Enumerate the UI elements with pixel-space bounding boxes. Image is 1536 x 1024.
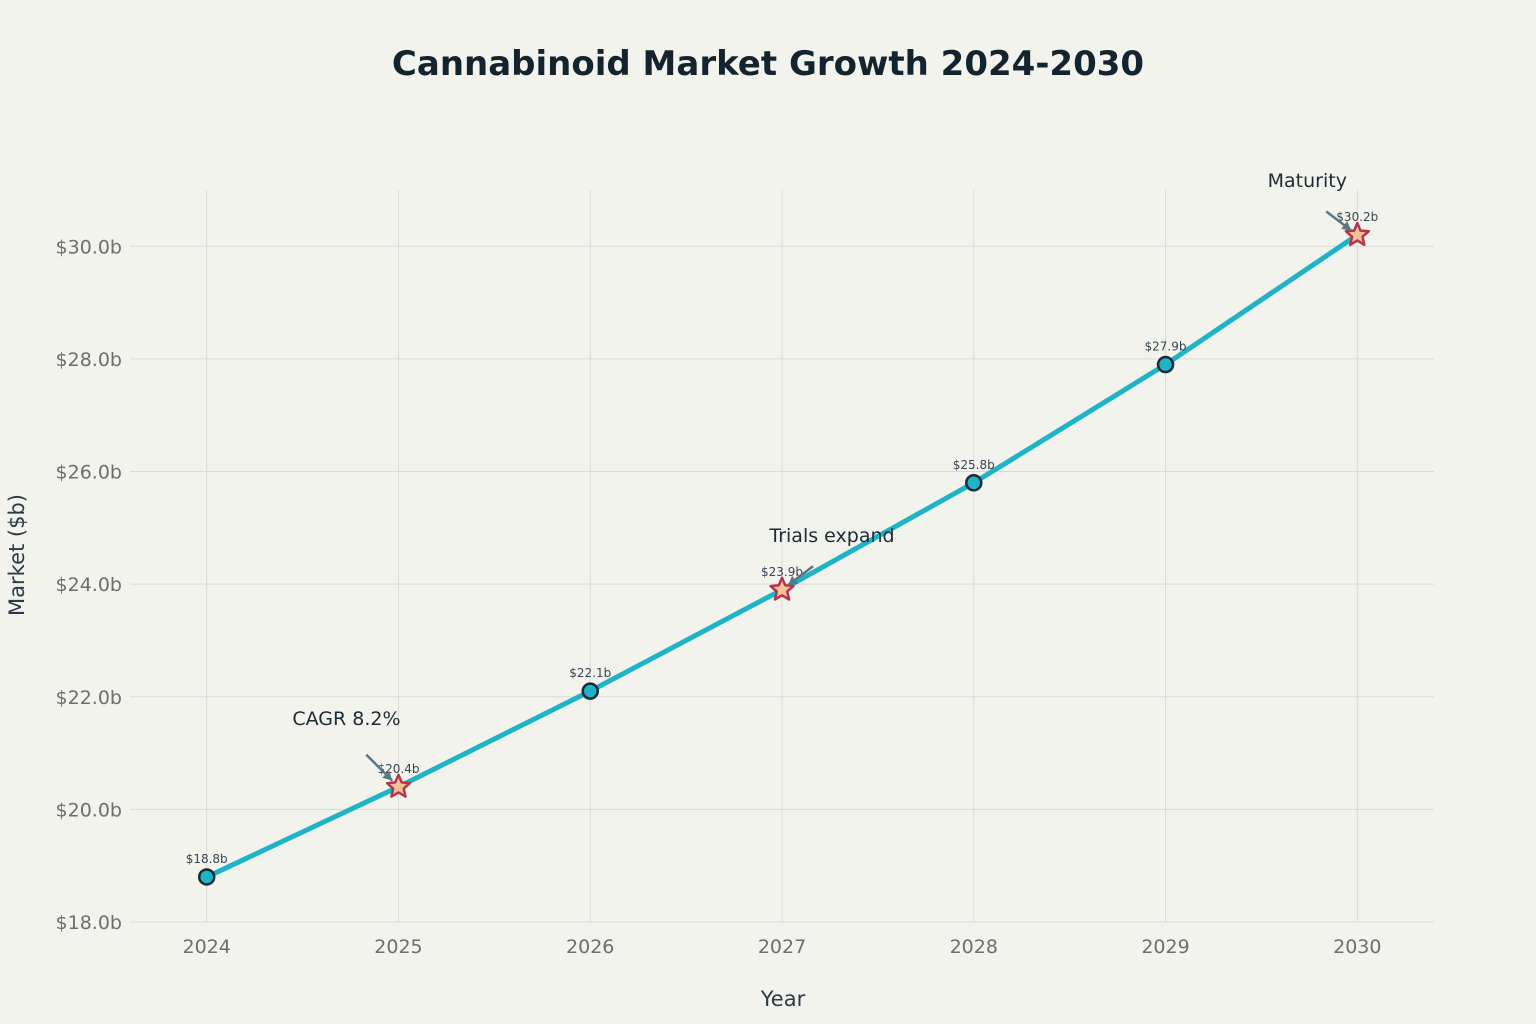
annotation-arrowhead	[382, 770, 393, 781]
data-label: $18.8b	[186, 852, 228, 866]
data-labels: $18.8b$20.4b$22.1b$23.9b$25.8b$27.9b$30.…	[186, 210, 1379, 866]
y-tick-label: $18.0b	[56, 912, 122, 934]
y-axis: $18.0b $20.0b $22.0b $24.0b $26.0b $28.0b $30.…	[56, 236, 122, 934]
annotation-arrowhead	[1341, 221, 1352, 231]
y-tick-label: $20.0b	[56, 799, 122, 821]
data-point	[965, 474, 983, 492]
x-tick-label: 2027	[758, 936, 806, 958]
y-tick-label: $28.0b	[56, 349, 122, 371]
x-tick-label: 2030	[1333, 936, 1381, 958]
annotations: CAGR 8.2% Trials expand Maturity	[292, 170, 1353, 782]
y-tick-label: $22.0b	[56, 687, 122, 709]
annotation-label: Maturity	[1268, 170, 1347, 192]
data-point	[1156, 355, 1175, 374]
data-label: $27.9b	[1145, 340, 1187, 354]
highlight-star-marker	[1344, 221, 1370, 247]
x-axis: 2024 2025 2026 2027 2028 2029 2030	[183, 936, 1382, 958]
x-axis-title: Year	[760, 987, 806, 1011]
highlight-star-marker	[385, 773, 412, 798]
y-tick-label: $30.0b	[56, 236, 122, 258]
data-label: $25.8b	[953, 458, 995, 472]
y-tick-label: $26.0b	[56, 462, 122, 484]
y-axis-title: Market ($b)	[5, 494, 29, 616]
data-point	[581, 682, 599, 700]
data-point	[197, 868, 216, 886]
annotation-label: Trials expand	[768, 525, 894, 547]
x-tick-label: 2026	[566, 936, 614, 958]
highlight-star-marker	[769, 576, 795, 601]
annotation-label: CAGR 8.2%	[292, 708, 400, 730]
x-tick-label: 2028	[950, 936, 998, 958]
grid	[130, 190, 1434, 923]
data-label: $30.2b	[1336, 210, 1378, 224]
x-tick-label: 2025	[374, 936, 422, 958]
annotation-arrowhead	[788, 575, 799, 586]
series	[197, 221, 1370, 886]
chart-title: Cannabinoid Market Growth 2024-2030	[392, 44, 1144, 84]
x-tick-label: 2029	[1141, 936, 1189, 958]
x-tick-label: 2024	[183, 936, 231, 958]
data-label: $23.9b	[761, 565, 803, 579]
y-tick-label: $24.0b	[56, 574, 122, 596]
data-label: $22.1b	[569, 666, 611, 680]
